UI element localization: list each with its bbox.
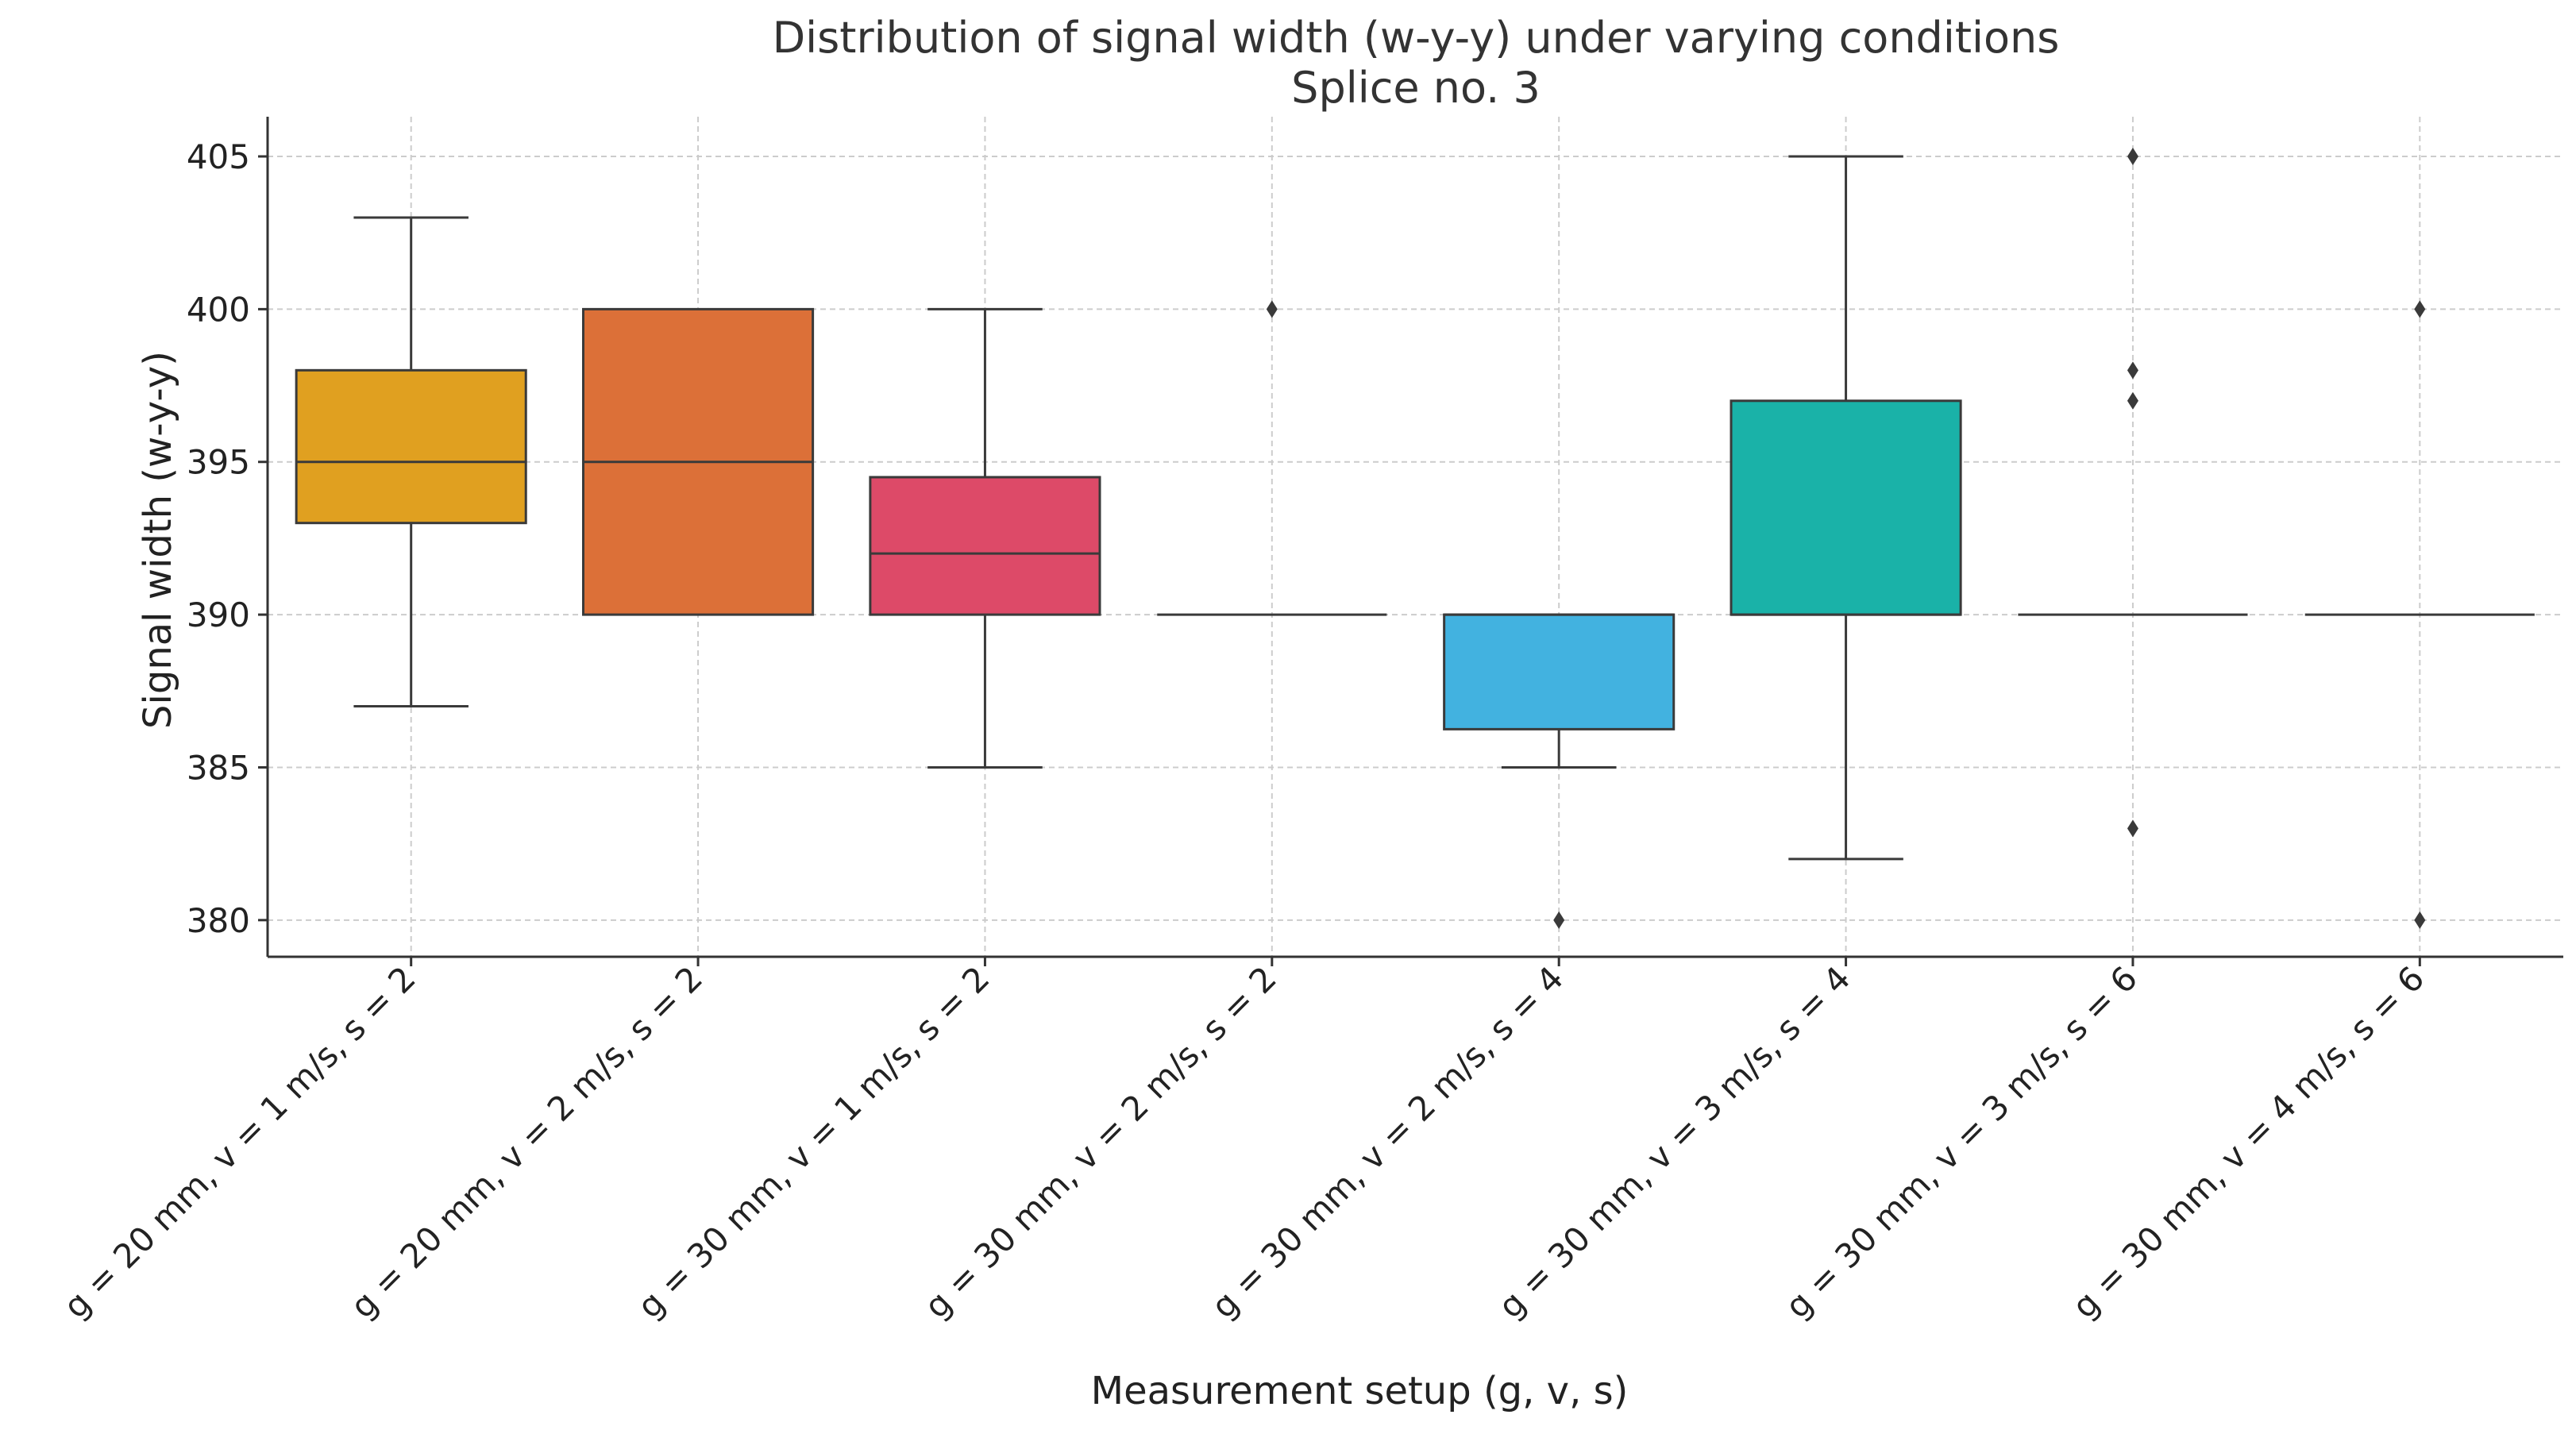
x-tick-label: g = 30 mm, v = 2 m/s, s = 2 [917, 958, 1284, 1325]
x-tick-label: g = 20 mm, v = 2 m/s, s = 2 [343, 958, 710, 1325]
y-tick-label: 395 [187, 443, 250, 482]
y-tick-label: 405 [187, 137, 250, 176]
x-tick-label: g = 30 mm, v = 1 m/s, s = 2 [630, 958, 997, 1325]
box-iqr [1730, 399, 1962, 616]
box-iqr [869, 476, 1101, 616]
box-group [1730, 155, 1962, 861]
box-iqr [295, 368, 527, 525]
y-tick-label: 380 [187, 901, 250, 940]
chart-title: Distribution of signal width (w-y-y) und… [773, 13, 2060, 63]
box-group [582, 307, 815, 616]
x-tick-label: g = 30 mm, v = 4 m/s, s = 6 [2065, 958, 2431, 1325]
axes [266, 117, 2563, 958]
box-iqr [1443, 613, 1676, 730]
box-group [1443, 613, 1676, 929]
outlier-point [2414, 300, 2426, 318]
x-axis-label: Measurement setup (g, v, s) [1091, 1369, 1629, 1413]
outlier-point [2127, 391, 2138, 410]
outlier-point [2127, 148, 2138, 166]
box-group [295, 216, 527, 708]
y-tick-label: 400 [187, 290, 250, 329]
outlier-point [2127, 819, 2138, 838]
x-tick-label: g = 30 mm, v = 3 m/s, s = 6 [1778, 958, 2145, 1325]
y-axis-label: Signal width (w-y-y) [136, 351, 180, 729]
outlier-point [2414, 911, 2426, 929]
box-group [869, 307, 1101, 769]
chart-subtitle: Splice no. 3 [1291, 63, 1541, 113]
outlier-point [1553, 911, 1565, 929]
x-tick-label: g = 30 mm, v = 2 m/s, s = 4 [1204, 958, 1571, 1325]
y-tick-label: 390 [187, 596, 250, 634]
y-tick-label: 385 [187, 748, 250, 787]
y-axis-ticks: 380 385 390 395 400 405 [187, 137, 268, 940]
box-group [2018, 148, 2248, 838]
outlier-point [1266, 300, 1278, 318]
box-series [295, 148, 2535, 929]
x-axis-ticks: g = 20 mm, v = 1 m/s, s = 2g = 20 mm, v … [56, 957, 2431, 1326]
x-tick-label: g = 20 mm, v = 1 m/s, s = 2 [56, 958, 422, 1325]
box-group [1157, 300, 1387, 616]
box-group [2304, 300, 2535, 929]
outlier-point [2127, 361, 2138, 380]
x-tick-label: g = 30 mm, v = 3 m/s, s = 4 [1490, 958, 1857, 1325]
